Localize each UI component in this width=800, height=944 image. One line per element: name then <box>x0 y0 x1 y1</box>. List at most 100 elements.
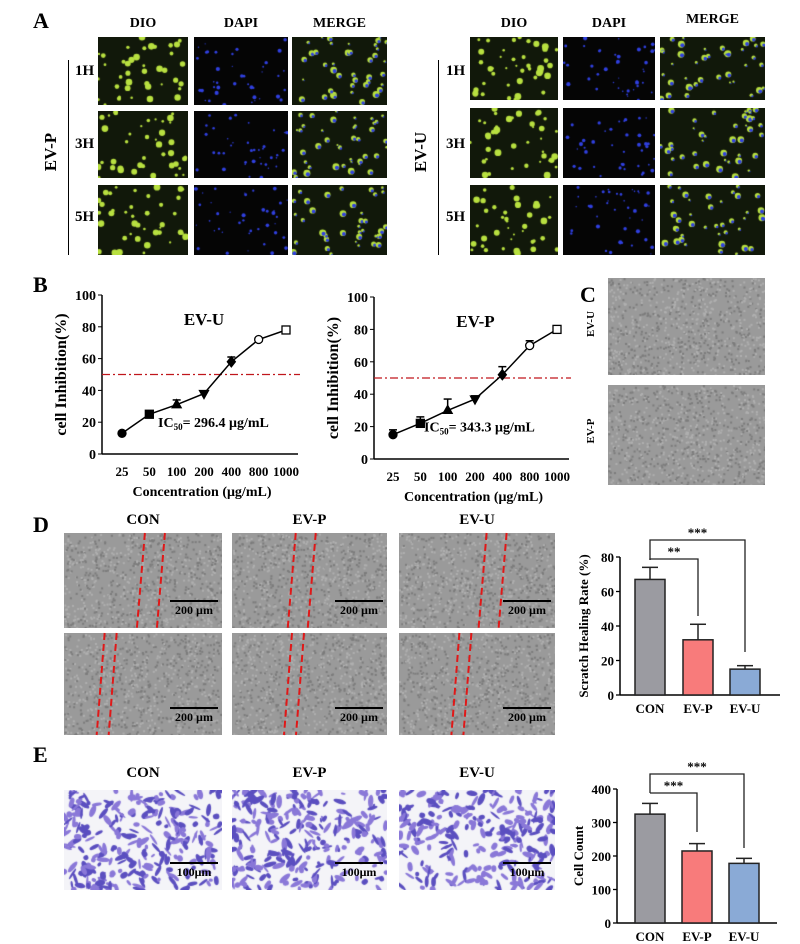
x-tick-label: CON <box>636 701 666 716</box>
y-axis-label: cell Inhibition(%) <box>325 317 342 439</box>
y-tick-label: 80 <box>354 323 368 338</box>
y-tick-label: 40 <box>601 619 614 634</box>
col-header-merge: MERGE <box>686 12 739 27</box>
significance-label: *** <box>688 525 708 540</box>
significance-label: *** <box>664 778 684 793</box>
wound-edge-line <box>462 632 473 736</box>
x-tick-label: 1000 <box>544 469 570 484</box>
y-tick-label: 20 <box>354 421 368 436</box>
scale-bar-line <box>170 862 218 864</box>
y-axis-label: Scratch Healing Rate (%) <box>576 554 591 697</box>
y-tick-label: 60 <box>601 585 614 600</box>
row-label-3h: 3H <box>446 136 466 152</box>
data-point <box>144 409 154 419</box>
y-axis-label: Cell Count <box>571 825 586 886</box>
scratch-micrograph <box>399 533 555 628</box>
col-header-ev-p: EV-P <box>292 765 327 781</box>
x-tick-label: 1000 <box>273 464 299 479</box>
scale-bar-label: 200 µm <box>175 603 213 617</box>
panel-label-b: B <box>33 272 48 297</box>
x-tick-label: 50 <box>143 464 156 479</box>
y-tick-label: 100 <box>347 291 368 306</box>
micrograph-ev-p <box>608 385 765 485</box>
scale-bar-line <box>170 600 218 602</box>
data-point <box>198 389 210 400</box>
scratch-micrograph <box>399 633 555 735</box>
scale-bar: 100μm <box>503 862 551 880</box>
wound-edge-line <box>95 632 106 736</box>
x-tick-label: 25 <box>116 464 130 479</box>
x-tick-label: 400 <box>222 464 242 479</box>
x-tick-label: EV-U <box>730 701 761 716</box>
panel-label-d: D <box>33 512 49 537</box>
ic50-subscript: 50 <box>440 427 450 437</box>
row-label-5h: 5H <box>75 209 95 225</box>
scratch-micrograph <box>64 633 222 735</box>
scale-bar-label: 200 µm <box>175 710 213 724</box>
row-label-3h: 3H <box>75 136 95 152</box>
y-tick-label: 80 <box>82 321 96 336</box>
chart-title: EV-P <box>456 312 494 331</box>
x-tick-label: EV-P <box>682 929 711 944</box>
bar-ev-u <box>728 862 760 924</box>
scale-bar-label: 200 µm <box>508 603 546 617</box>
y-tick-label: 0 <box>89 448 96 463</box>
scale-bar: 200 µm <box>170 600 218 618</box>
row-label-1h: 1H <box>446 63 466 79</box>
scale-bar-line <box>170 707 218 709</box>
chart-title: EV-U <box>184 310 224 329</box>
scale-bar: 100μm <box>170 862 218 880</box>
micrograph-dio <box>470 108 558 178</box>
wound-edge-line <box>107 632 118 736</box>
scale-bar-label: 200 µm <box>340 710 378 724</box>
ic50-value: = 343.3 μg/mL <box>449 421 535 436</box>
scale-bar-line <box>503 600 551 602</box>
col-header-con: CON <box>126 765 160 781</box>
scale-bar: 200 µm <box>503 600 551 618</box>
y-tick-label: 100 <box>75 289 96 304</box>
wound-edge-line <box>155 532 166 629</box>
scale-bar: 200 µm <box>170 707 218 725</box>
y-tick-label: 200 <box>592 849 612 864</box>
scale-bar: 200 µm <box>503 707 551 725</box>
panel-label-e: E <box>33 742 48 767</box>
y-tick-label: 80 <box>601 550 614 565</box>
data-point <box>497 368 508 381</box>
scale-bar-line <box>335 862 383 864</box>
scale-bar-line <box>335 707 383 709</box>
col-header-dio: DIO <box>129 16 157 31</box>
x-tick-label: EV-U <box>729 929 760 944</box>
group-divider <box>438 60 439 255</box>
x-tick-label: 100 <box>167 464 187 479</box>
micrograph-dio <box>98 185 188 255</box>
ic50-annotation: IC50= 343.3 μg/mL <box>424 421 535 437</box>
y-tick-label: 100 <box>592 883 612 898</box>
micrograph-merge <box>660 185 765 255</box>
col-header-ev-u: EV-U <box>459 512 495 528</box>
ic50-value: = 296.4 μg/mL <box>183 416 269 431</box>
y-tick-label: 20 <box>82 416 96 431</box>
significance-bracket <box>649 539 746 652</box>
micrograph-merge <box>292 185 387 255</box>
x-tick-label: 800 <box>520 469 540 484</box>
data-point <box>117 428 127 438</box>
col-header-dio: DIO <box>500 16 528 31</box>
transwell-micrograph <box>399 790 555 890</box>
wound-edge-line <box>135 532 146 629</box>
scale-bar: 200 µm <box>335 600 383 618</box>
significance-bracket <box>649 773 745 848</box>
wound-edge-line <box>295 632 305 736</box>
bar-ev-p <box>681 850 713 924</box>
y-tick-label: 0 <box>361 453 368 468</box>
x-axis-label: Concentration (μg/mL) <box>404 490 543 505</box>
y-tick-label: 0 <box>608 688 615 703</box>
y-tick-label: 60 <box>82 353 96 368</box>
wound-edge-line <box>286 532 297 629</box>
micrograph-dapi <box>563 185 655 255</box>
scale-bar-line <box>503 707 551 709</box>
y-axis-label: cell Inhibition(%) <box>53 313 70 435</box>
scale-bar: 200 µm <box>335 707 383 725</box>
ic50-prefix: IC <box>424 421 440 436</box>
